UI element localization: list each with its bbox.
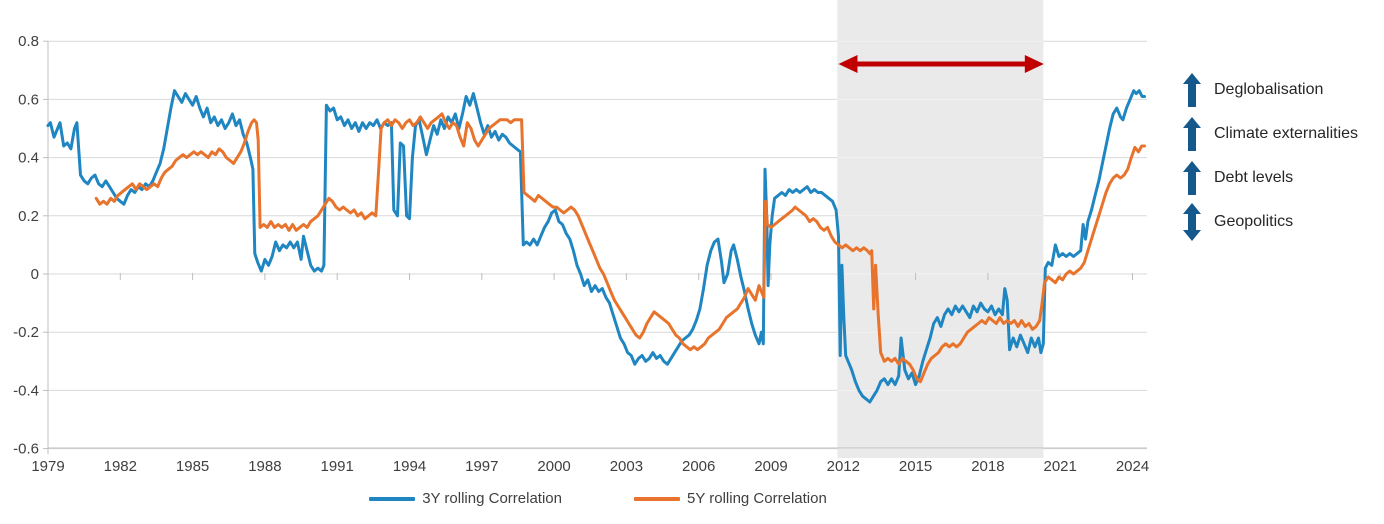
annotation-label: Deglobalisation (1214, 81, 1324, 98)
annotation-label: Geopolitics (1214, 213, 1294, 230)
x-tick-label: 2006 (682, 458, 715, 475)
annotation-debt-levels: Debt levels (1183, 161, 1358, 195)
5y-line-swatch (634, 496, 680, 501)
x-tick-label: 2009 (754, 458, 787, 475)
annotation-label: Climate externalities (1214, 125, 1359, 142)
highlight-band (837, 0, 1044, 458)
legend-label-3y: 3Y rolling Correlation (422, 490, 562, 507)
up-arrow-icon (1183, 117, 1201, 151)
annotation-label: Debt levels (1214, 169, 1294, 186)
x-tick-label: 2003 (610, 458, 643, 475)
x-tick-label: 2012 (827, 458, 860, 475)
y-tick-label: -0.4 (13, 382, 39, 399)
x-tick-label: 2000 (537, 458, 570, 475)
y-tick-label: 0.8 (18, 33, 39, 50)
driver-annotations: Deglobalisation Climate externalities De… (1183, 73, 1358, 249)
x-tick-label: 1985 (176, 458, 209, 475)
5y-correlation-line (94, 112, 1146, 384)
x-tick-label: 2021 (1044, 458, 1077, 475)
annotation-climate-externalities: Climate externalities (1183, 117, 1358, 151)
legend-item-3y: 3Y rolling Correlation (369, 490, 562, 507)
y-tick-label: 0 (31, 266, 39, 283)
up-down-arrow-icon (1183, 203, 1201, 241)
legend-label-5y: 5Y rolling Correlation (687, 490, 827, 507)
3y-correlation-line (46, 89, 1146, 404)
x-tick-label: 2018 (971, 458, 1004, 475)
period-arrow-left-head (838, 55, 858, 73)
y-tick-label: -0.2 (13, 324, 39, 341)
up-arrow-icon (1183, 161, 1201, 195)
period-arrow-right-head (1024, 55, 1044, 73)
x-tick-label: 2015 (899, 458, 932, 475)
x-tick-label: 1979 (31, 458, 64, 475)
y-tick-label: 0.6 (18, 91, 39, 108)
x-tick-label: 1988 (248, 458, 281, 475)
x-tick-label: 1997 (465, 458, 498, 475)
legend-item-5y: 5Y rolling Correlation (634, 490, 827, 507)
y-tick-label: 0.4 (18, 150, 39, 167)
annotation-deglobalisation: Deglobalisation (1183, 73, 1358, 107)
3y-line-swatch (369, 496, 416, 501)
y-tick-label: 0.2 (18, 208, 39, 225)
chart-legend: 3Y rolling Correlation 5Y rolling Correl… (48, 490, 1148, 507)
x-tick-label: 1991 (321, 458, 354, 475)
annotation-geopolitics: Geopolitics (1183, 203, 1358, 241)
y-tick-label: -0.6 (13, 441, 39, 458)
x-tick-label: 1994 (393, 458, 426, 475)
x-tick-label: 2024 (1116, 458, 1149, 475)
x-tick-label: 1982 (104, 458, 137, 475)
up-arrow-icon (1183, 73, 1201, 107)
